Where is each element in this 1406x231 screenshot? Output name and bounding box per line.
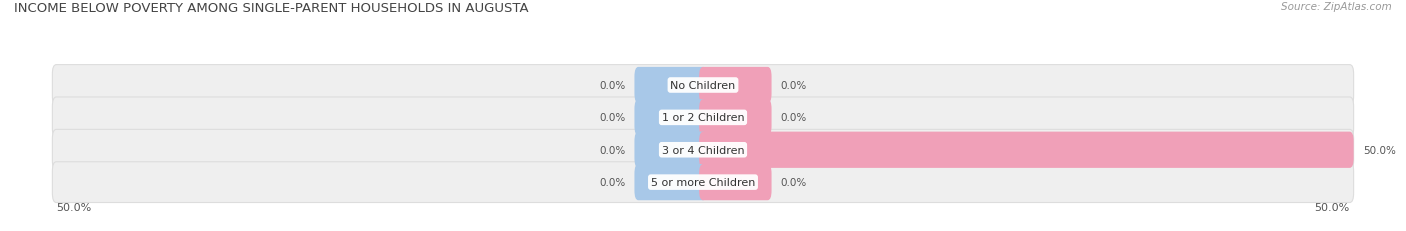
Text: 50.0%: 50.0% bbox=[1362, 145, 1396, 155]
FancyBboxPatch shape bbox=[634, 100, 707, 136]
Text: No Children: No Children bbox=[671, 81, 735, 91]
Text: 0.0%: 0.0% bbox=[599, 81, 626, 91]
FancyBboxPatch shape bbox=[52, 130, 1354, 170]
Text: 0.0%: 0.0% bbox=[599, 177, 626, 187]
FancyBboxPatch shape bbox=[52, 97, 1354, 138]
Text: 50.0%: 50.0% bbox=[56, 202, 91, 212]
Text: 0.0%: 0.0% bbox=[780, 177, 807, 187]
FancyBboxPatch shape bbox=[699, 68, 772, 104]
FancyBboxPatch shape bbox=[634, 68, 707, 104]
FancyBboxPatch shape bbox=[699, 132, 1354, 168]
Text: INCOME BELOW POVERTY AMONG SINGLE-PARENT HOUSEHOLDS IN AUGUSTA: INCOME BELOW POVERTY AMONG SINGLE-PARENT… bbox=[14, 2, 529, 15]
Text: Source: ZipAtlas.com: Source: ZipAtlas.com bbox=[1281, 2, 1392, 12]
Text: 50.0%: 50.0% bbox=[1315, 202, 1350, 212]
FancyBboxPatch shape bbox=[634, 164, 707, 200]
FancyBboxPatch shape bbox=[634, 132, 707, 168]
Text: 3 or 4 Children: 3 or 4 Children bbox=[662, 145, 744, 155]
FancyBboxPatch shape bbox=[699, 164, 772, 200]
FancyBboxPatch shape bbox=[52, 65, 1354, 106]
Text: 0.0%: 0.0% bbox=[780, 81, 807, 91]
Text: 5 or more Children: 5 or more Children bbox=[651, 177, 755, 187]
Text: 0.0%: 0.0% bbox=[780, 113, 807, 123]
FancyBboxPatch shape bbox=[52, 162, 1354, 203]
Text: 0.0%: 0.0% bbox=[599, 113, 626, 123]
Text: 1 or 2 Children: 1 or 2 Children bbox=[662, 113, 744, 123]
FancyBboxPatch shape bbox=[699, 100, 772, 136]
Text: 0.0%: 0.0% bbox=[599, 145, 626, 155]
